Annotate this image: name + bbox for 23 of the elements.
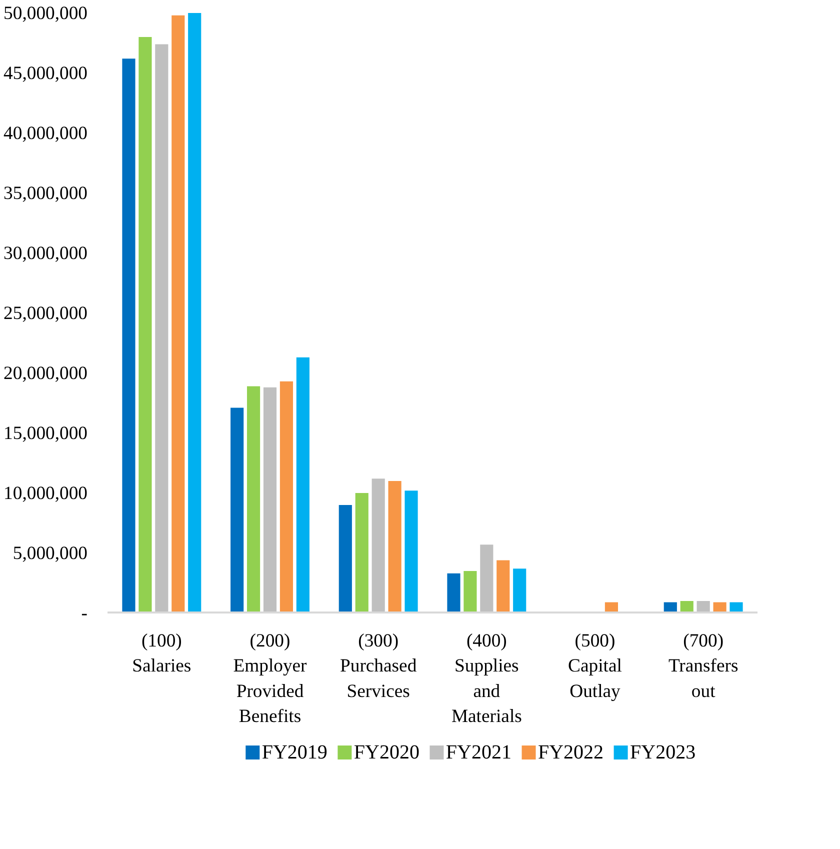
x-tick-label: (500) Capital Outlay xyxy=(568,630,622,702)
x-tick-label: (400) Supplies and Materials xyxy=(451,630,522,728)
y-tick-label: 50,000,000 xyxy=(4,3,88,24)
y-tick-label: 15,000,000 xyxy=(4,423,88,444)
legend-label: FY2022 xyxy=(538,742,604,764)
x-tick-label: (700) Transfers out xyxy=(668,630,738,702)
y-tick-label: 25,000,000 xyxy=(4,303,88,324)
legend-label: FY2020 xyxy=(354,742,420,764)
y-tick-label: 5,000,000 xyxy=(12,543,88,564)
y-tick-label: 45,000,000 xyxy=(4,63,88,84)
x-tick-label: (100) Salaries xyxy=(132,630,192,677)
legend-label: FY2019 xyxy=(262,742,328,764)
y-tick-label: 20,000,000 xyxy=(4,363,88,384)
x-tick-label: (200) Employer Provided Benefits xyxy=(233,630,308,728)
x-tick-label: (300) Purchased Services xyxy=(340,630,418,702)
bar xyxy=(604,601,620,612)
y-tick-label: - xyxy=(81,603,88,624)
y-tick-label: 10,000,000 xyxy=(4,483,88,504)
legend-label: FY2023 xyxy=(630,742,696,764)
y-tick-label: 40,000,000 xyxy=(4,123,88,144)
legend-label: FY2021 xyxy=(446,742,512,764)
y-tick-label: 30,000,000 xyxy=(4,243,88,264)
y-tick-label: 35,000,000 xyxy=(4,183,88,204)
